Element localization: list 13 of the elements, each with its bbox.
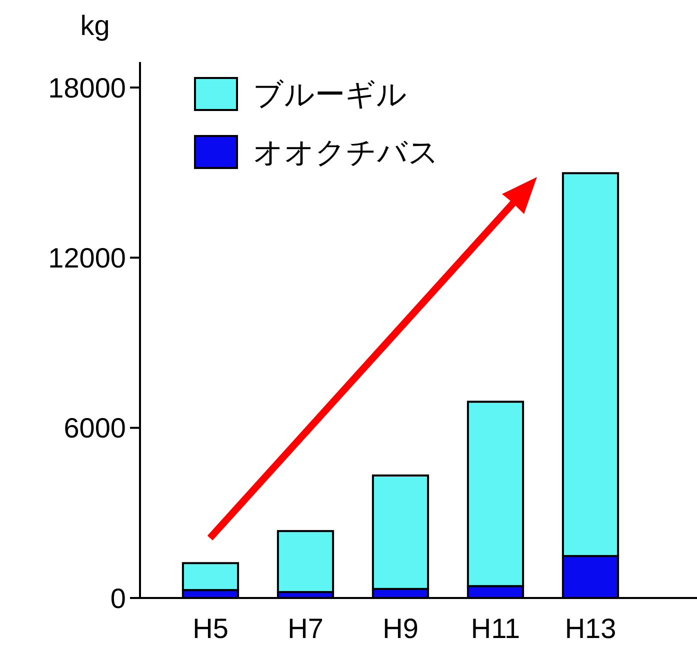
x-tick-label: H9: [382, 613, 418, 644]
y-axis-title: kg: [80, 10, 110, 41]
y-tick-label: 18000: [48, 72, 126, 104]
x-tick-label: H13: [564, 613, 616, 644]
legend-label: オオクチバス: [253, 136, 439, 170]
x-tick-label: H11: [470, 613, 520, 644]
x-tick-label: H5: [192, 613, 228, 644]
y-tick-label: 0: [110, 582, 126, 614]
bar: [276, 530, 334, 594]
legend-label: ブルーギル: [253, 78, 407, 112]
x-tick-label: H7: [288, 613, 324, 644]
y-tick-label: 6000: [64, 412, 126, 444]
y-tick-label: 12000: [48, 242, 126, 274]
